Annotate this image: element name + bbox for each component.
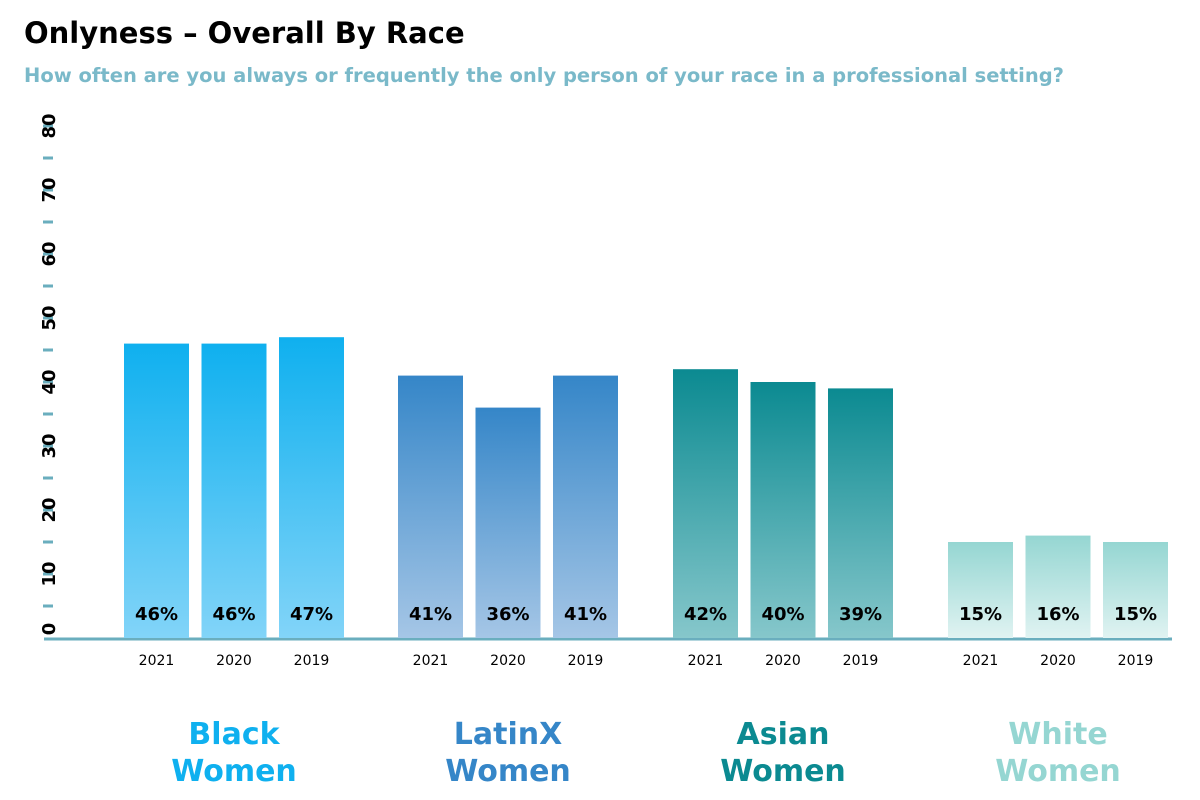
bar-0-1 — [201, 343, 267, 638]
value-label: 16% — [1036, 604, 1079, 625]
year-label: 2020 — [490, 653, 526, 669]
y-tick-label: 40 — [39, 369, 60, 394]
year-label: 2021 — [688, 653, 724, 669]
y-tick-label: 60 — [39, 241, 60, 266]
chart-subtitle: How often are you always or frequently t… — [24, 64, 1064, 87]
value-label: 47% — [290, 604, 333, 625]
value-label: 40% — [761, 604, 804, 625]
year-label: 2020 — [1040, 653, 1076, 669]
y-tick-label: 50 — [39, 305, 60, 330]
group-label: Women — [995, 754, 1121, 789]
bar-3-0 — [948, 542, 1013, 638]
y-tick-label: 10 — [39, 561, 60, 586]
bar-1-2 — [553, 375, 618, 638]
value-label: 36% — [486, 604, 529, 625]
group-label: Women — [445, 754, 571, 789]
year-label: 2019 — [294, 653, 330, 669]
bar-2-1 — [750, 382, 816, 638]
bars — [124, 337, 1168, 638]
value-label: 15% — [959, 604, 1002, 625]
chart-title: Onlyness – Overall By Race — [24, 16, 465, 50]
y-tick-label: 0 — [39, 623, 60, 636]
year-label: 2020 — [765, 653, 801, 669]
y-tick-label: 20 — [39, 497, 60, 522]
y-tick-label: 70 — [39, 177, 60, 202]
bar-0-0 — [124, 343, 189, 638]
group-label: Black — [188, 717, 280, 752]
year-label: 2019 — [843, 653, 879, 669]
value-label: 15% — [1114, 604, 1157, 625]
value-label: 41% — [564, 604, 607, 625]
year-label: 2021 — [139, 653, 175, 669]
group-label: Women — [171, 754, 297, 789]
y-axis: 0 10 20 30 40 50 60 70 80 — [39, 113, 1172, 641]
bar-1-0 — [398, 375, 463, 638]
value-label: 46% — [212, 604, 255, 625]
group-label: White — [1008, 717, 1107, 752]
value-label: 46% — [135, 604, 178, 625]
group-label: LatinX — [454, 717, 562, 752]
group-label: Women — [720, 754, 846, 789]
bar-3-2 — [1103, 542, 1168, 638]
value-label: 39% — [839, 604, 882, 625]
bar-2-2 — [828, 388, 893, 638]
year-label: 2019 — [568, 653, 604, 669]
year-label: 2021 — [963, 653, 999, 669]
y-tick-label: 30 — [39, 433, 60, 458]
bar-1-1 — [475, 407, 541, 638]
year-label: 2020 — [216, 653, 252, 669]
labels: 46%202146%202047%2019BlackWomen41%202136… — [135, 604, 1157, 789]
value-label: 42% — [684, 604, 727, 625]
year-label: 2021 — [413, 653, 449, 669]
year-label: 2019 — [1118, 653, 1154, 669]
bar-3-1 — [1025, 535, 1091, 638]
group-label: Asian — [737, 717, 830, 752]
value-label: 41% — [409, 604, 452, 625]
bar-0-2 — [279, 337, 344, 638]
y-tick-label: 80 — [39, 113, 60, 138]
bar-2-0 — [673, 369, 738, 638]
